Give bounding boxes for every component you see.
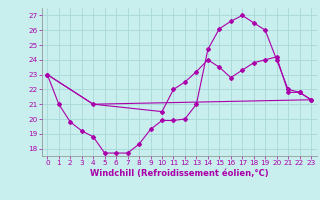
X-axis label: Windchill (Refroidissement éolien,°C): Windchill (Refroidissement éolien,°C) bbox=[90, 169, 268, 178]
